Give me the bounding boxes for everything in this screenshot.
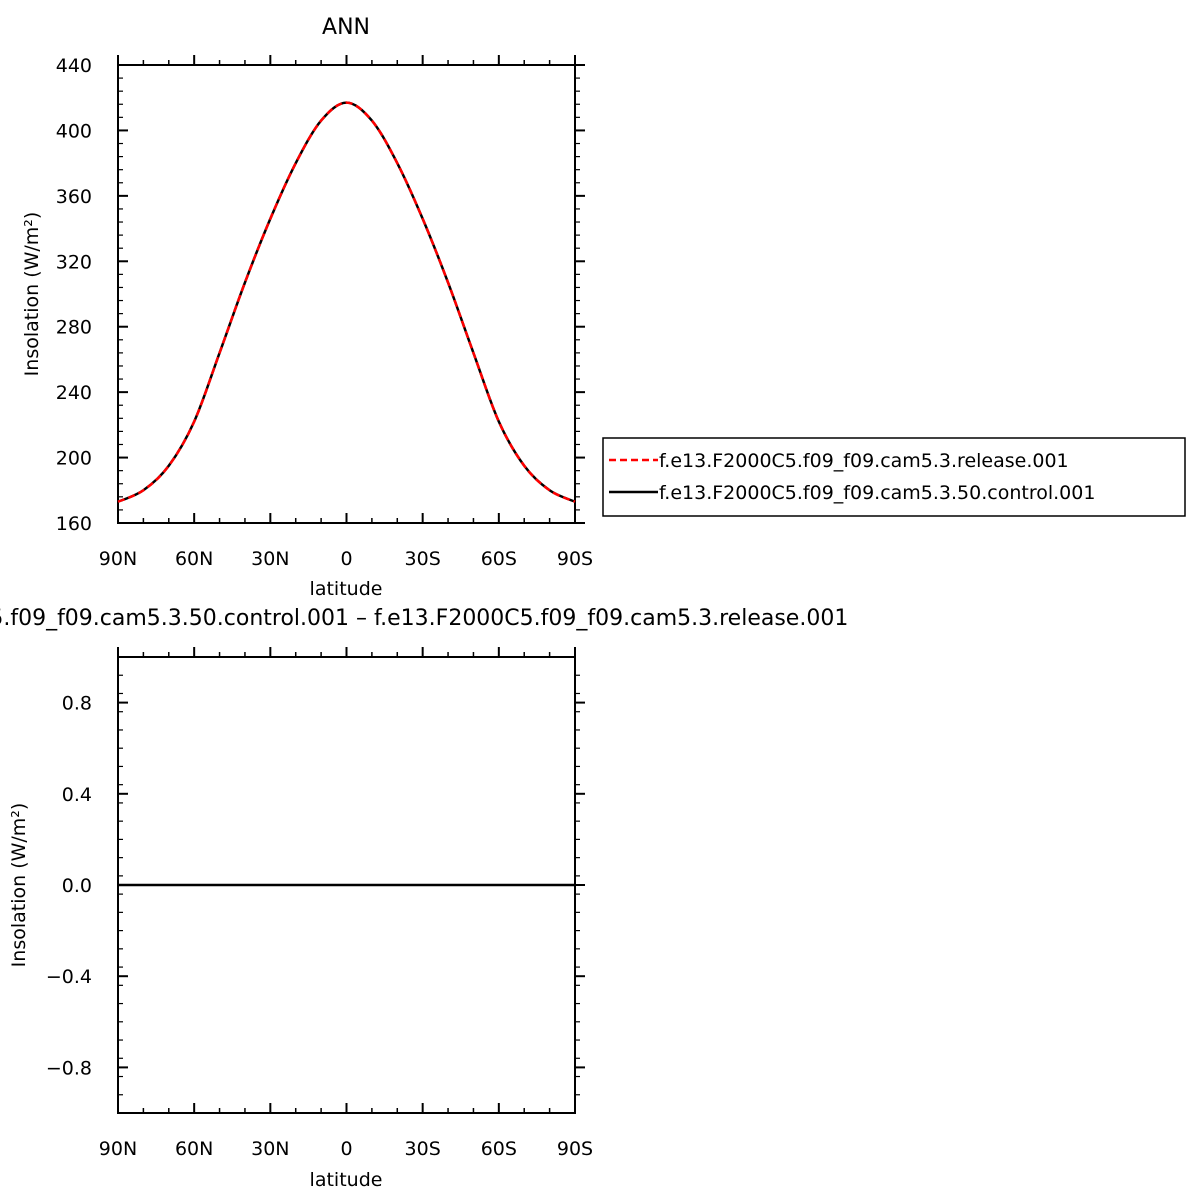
top-chart-y-tick-label: 400 — [56, 120, 92, 142]
top-chart-y-tick-label: 200 — [56, 448, 92, 470]
bottom-chart-title: f.e13.F2000C5.f09_f09.cam5.3.50.control.… — [0, 606, 848, 631]
top-chart-y-axis-label: Insolation (W/m²) — [21, 212, 43, 377]
legend-box — [602, 437, 1186, 517]
bottom-chart-x-tick-label: 0 — [340, 1138, 352, 1160]
bottom-chart-ticks: 90N 60N 30N 0 30S 60S 90S −0.8 −0.4 0.0 0.4 0.8 — [46, 647, 593, 1160]
top-chart-y-tick-label: 320 — [56, 251, 92, 273]
top-chart-y-tick-label: 280 — [56, 317, 92, 339]
bottom-chart-x-axis-label: latitude — [310, 1169, 383, 1191]
top-chart-plot-frame — [117, 64, 576, 524]
top-chart-title: ANN — [322, 15, 370, 40]
bottom-chart-x-tick-label: 90S — [557, 1138, 593, 1160]
top-chart-x-axis-label: latitude — [310, 578, 383, 600]
top-chart-y-tick-label: 360 — [56, 186, 92, 208]
top-chart-x-tick-label: 60N — [175, 548, 213, 570]
top-chart-x-tick-label: 90S — [557, 548, 593, 570]
bottom-chart-y-axis-label: Insolation (W/m²) — [8, 803, 30, 968]
top-chart-series-line — [117, 101, 576, 503]
legend-label-release: f.e13.F2000C5.f09_f09.cam5.3.release.001 — [659, 450, 1069, 472]
top-chart-ticks: 90N 60N 30N 0 30S 60S 90S 160 200 240 280 320 360 400… — [56, 55, 593, 570]
top-chart-series-line — [117, 101, 576, 503]
top-chart-x-tick-label: 30N — [251, 548, 289, 570]
top-chart-y-tick-label: 440 — [56, 55, 92, 77]
bottom-chart-y-tick-label: 0.0 — [62, 875, 92, 897]
bottom-chart-x-tick-label: 60N — [175, 1138, 213, 1160]
bottom-chart-x-tick-label: 30N — [251, 1138, 289, 1160]
top-chart-x-tick-label: 0 — [340, 548, 352, 570]
bottom-chart-y-tick-label: 0.4 — [62, 784, 92, 806]
bottom-chart-x-tick-label: 90N — [99, 1138, 137, 1160]
top-chart-x-tick-label: 60S — [481, 548, 517, 570]
bottom-chart-x-tick-label: 60S — [481, 1138, 517, 1160]
top-chart-x-tick-label: 90N — [99, 548, 137, 570]
top-chart-panel: ANN latitude Insolation (W/m²) 90N 60N 30N… — [21, 15, 593, 600]
bottom-chart-y-tick-label: −0.8 — [46, 1057, 92, 1079]
bottom-chart-x-tick-label: 30S — [405, 1138, 441, 1160]
bottom-chart-panel: f.e13.F2000C5.f09_f09.cam5.3.50.control.… — [0, 606, 848, 1191]
top-chart-lines — [117, 101, 576, 503]
bottom-chart-y-tick-label: −0.4 — [46, 966, 92, 988]
bottom-chart-y-tick-label: 0.8 — [62, 693, 92, 715]
legend-label-control: f.e13.F2000C5.f09_f09.cam5.3.50.control.… — [659, 482, 1095, 504]
top-chart-y-tick-label: 160 — [56, 513, 92, 535]
legend: f.e13.F2000C5.f09_f09.cam5.3.release.001… — [602, 437, 1186, 517]
top-chart-x-tick-label: 30S — [405, 548, 441, 570]
top-chart-y-tick-label: 240 — [56, 382, 92, 404]
